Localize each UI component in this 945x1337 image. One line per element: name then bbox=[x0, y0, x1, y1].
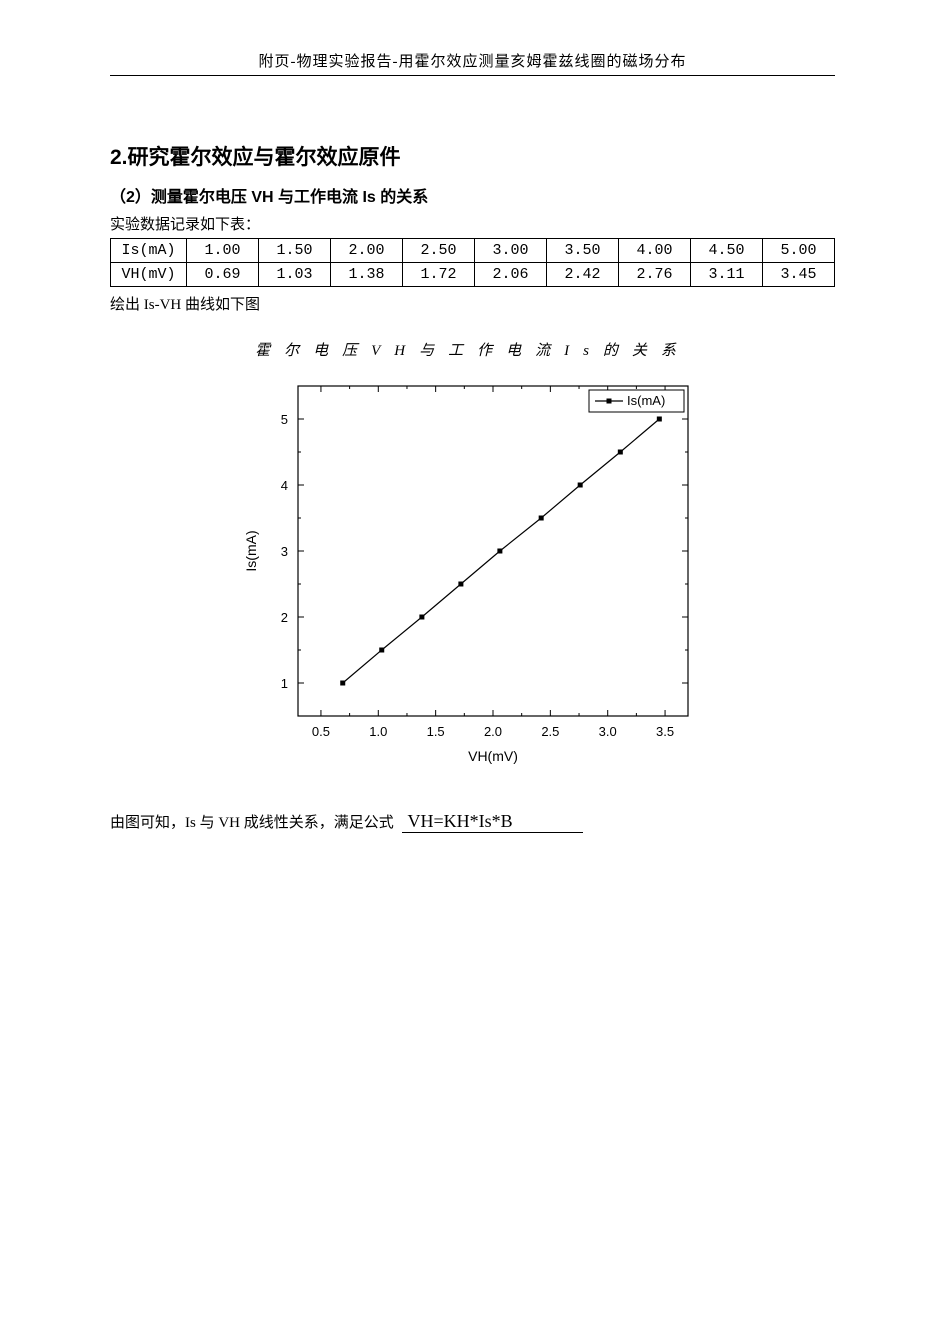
table-cell: 1.72 bbox=[403, 263, 475, 287]
row-label-vh: VH(mV) bbox=[111, 263, 187, 287]
table-cell: 2.06 bbox=[475, 263, 547, 287]
conclusion-text: 由图可知，Is 与 VH 成线性关系，满足公式 VH=KH*Is*B bbox=[110, 811, 835, 832]
svg-text:3.0: 3.0 bbox=[598, 724, 616, 739]
table-cell: 2.76 bbox=[619, 263, 691, 287]
table-row: VH(mV) 0.69 1.03 1.38 1.72 2.06 2.42 2.7… bbox=[111, 263, 835, 287]
table-cell: 4.50 bbox=[691, 239, 763, 263]
table-cell: 1.38 bbox=[331, 263, 403, 287]
svg-text:Is(mA): Is(mA) bbox=[627, 393, 665, 408]
svg-text:2.5: 2.5 bbox=[541, 724, 559, 739]
svg-text:5: 5 bbox=[280, 412, 287, 427]
svg-text:VH(mV): VH(mV) bbox=[468, 748, 518, 764]
page-header: 附页-物理实验报告-用霍尔效应测量亥姆霍兹线圈的磁场分布 bbox=[110, 50, 835, 76]
svg-text:4: 4 bbox=[280, 478, 287, 493]
svg-text:1: 1 bbox=[280, 676, 287, 691]
conclusion-formula: VH=KH*Is*B bbox=[402, 811, 583, 833]
table-cell: 1.50 bbox=[259, 239, 331, 263]
table-cell: 2.50 bbox=[403, 239, 475, 263]
svg-text:1.5: 1.5 bbox=[426, 724, 444, 739]
svg-text:0.5: 0.5 bbox=[311, 724, 329, 739]
section-title: 2.研究霍尔效应与霍尔效应原件 bbox=[110, 141, 835, 171]
table-cell: 3.00 bbox=[475, 239, 547, 263]
table-cell: 3.45 bbox=[763, 263, 835, 287]
table-cell: 5.00 bbox=[763, 239, 835, 263]
table-row: Is(mA) 1.00 1.50 2.00 2.50 3.00 3.50 4.0… bbox=[111, 239, 835, 263]
data-table: Is(mA) 1.00 1.50 2.00 2.50 3.00 3.50 4.0… bbox=[110, 238, 835, 287]
svg-text:3.5: 3.5 bbox=[656, 724, 674, 739]
table-cell: 0.69 bbox=[187, 263, 259, 287]
svg-text:2: 2 bbox=[280, 610, 287, 625]
table-cell: 2.00 bbox=[331, 239, 403, 263]
svg-text:1.0: 1.0 bbox=[369, 724, 387, 739]
table-cell: 3.50 bbox=[547, 239, 619, 263]
table-cell: 4.00 bbox=[619, 239, 691, 263]
svg-text:3: 3 bbox=[280, 544, 287, 559]
table-cell: 2.42 bbox=[547, 263, 619, 287]
table-cell: 1.03 bbox=[259, 263, 331, 287]
table-cell: 1.00 bbox=[187, 239, 259, 263]
table-intro-text: 实验数据记录如下表： bbox=[110, 213, 835, 234]
table-cell: 3.11 bbox=[691, 263, 763, 287]
svg-text:2.0: 2.0 bbox=[483, 724, 501, 739]
row-label-is: Is(mA) bbox=[111, 239, 187, 263]
subsection-title: （2）测量霍尔电压 VH 与工作电流 Is 的关系 bbox=[110, 183, 835, 207]
line-chart: 0.5 1.0 1.5 2.0 2.5 3.0 3.5 1 2 3 4 5 VH(mV) Is(mA) Is… bbox=[223, 366, 723, 776]
chart-container: 霍尔电压VH与工作电流Is的关系 0.5 1.0 1.5 2.0 2.5 3.0 3.5 1 2… bbox=[223, 339, 723, 781]
conclusion-prefix: 由图可知，Is 与 VH 成线性关系，满足公式 bbox=[110, 815, 394, 831]
after-table-text: 绘出 Is-VH 曲线如下图 bbox=[110, 293, 835, 314]
svg-text:Is(mA): Is(mA) bbox=[243, 530, 259, 571]
chart-title: 霍尔电压VH与工作电流Is的关系 bbox=[223, 339, 723, 360]
